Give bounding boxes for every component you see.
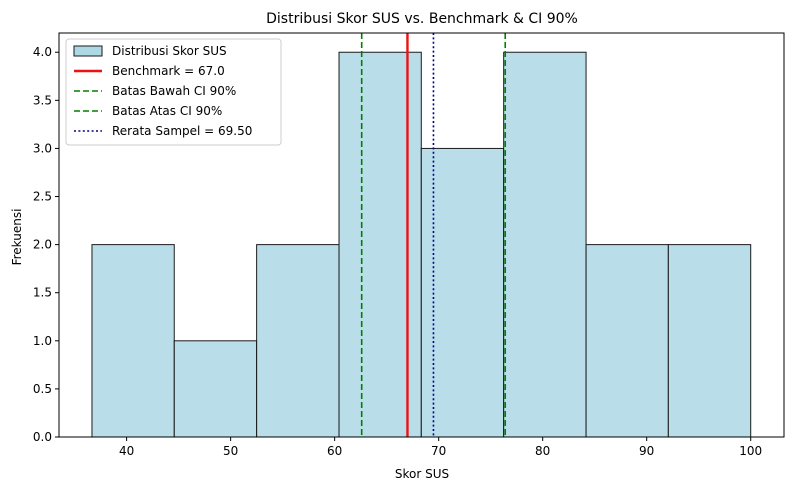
histogram-bar	[91, 244, 175, 438]
x-tick-label: 50	[223, 444, 238, 458]
histogram-bar	[667, 244, 752, 438]
y-tick-label: 4.0	[33, 45, 52, 59]
x-tick-label: 70	[431, 444, 446, 458]
y-tick-label: 3.5	[33, 93, 52, 107]
y-tick-label: 1.0	[33, 334, 52, 348]
legend-swatch-histogram	[73, 45, 103, 57]
chart-title: Distribusi Skor SUS vs. Benchmark & CI 9…	[266, 11, 578, 27]
y-tick-label: 2.5	[33, 190, 52, 204]
x-tick-label: 90	[639, 444, 654, 458]
y-tick-label: 0.5	[33, 382, 52, 396]
legend-box	[65, 38, 282, 146]
histogram-bar	[503, 51, 587, 438]
histogram-bar	[585, 244, 669, 438]
y-axis-label: Frekuensi	[10, 209, 24, 266]
x-tick-label: 100	[739, 444, 762, 458]
legend-label-line: Rerata Sampel = 69.50	[112, 124, 252, 138]
legend-label-line: Batas Bawah CI 90%	[112, 84, 236, 98]
histogram-bar	[173, 340, 258, 438]
legend-label-line: Benchmark = 67.0	[112, 64, 225, 78]
plot-frame	[58, 32, 785, 438]
plot-area: 40 50 60 70 80 90 100 0.0 0.5 1.0 1.5 2.0 2.5 3.0 3.5 4…	[33, 32, 785, 458]
x-axis-label: Skor SUS	[395, 467, 449, 481]
y-tick-label: 3.0	[33, 141, 52, 155]
histogram-bar	[420, 147, 505, 438]
legend-label-histogram: Distribusi Skor SUS	[112, 44, 227, 58]
histogram-bar	[338, 51, 422, 438]
histogram-bar	[256, 244, 340, 438]
y-tick-label: 2.0	[33, 238, 52, 252]
y-tick-label: 1.5	[33, 286, 52, 300]
x-tick-label: 40	[119, 444, 134, 458]
x-tick-label: 60	[327, 444, 342, 458]
x-tick-label: 80	[535, 444, 550, 458]
y-tick-label: 0.0	[33, 430, 52, 444]
legend-label-line: Batas Atas CI 90%	[112, 104, 222, 118]
legend: Distribusi Skor SUS Benchmark = 67.0 Batas…	[65, 38, 282, 146]
